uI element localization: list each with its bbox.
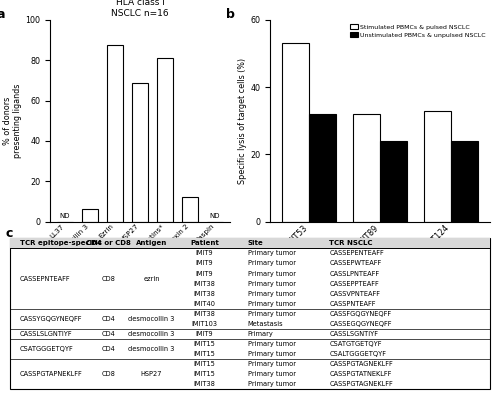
Text: IMIT9: IMIT9 — [196, 261, 213, 267]
Text: HSP27: HSP27 — [141, 371, 163, 377]
Text: Primary: Primary — [248, 331, 274, 337]
Text: CD4: CD4 — [102, 316, 116, 322]
Text: TCR epitope-specific: TCR epitope-specific — [20, 240, 102, 246]
Text: IMIT9: IMIT9 — [196, 331, 213, 337]
Bar — [380, 141, 407, 222]
Text: IMIT15: IMIT15 — [194, 361, 216, 367]
Text: Site: Site — [248, 240, 264, 246]
Text: IMIT38: IMIT38 — [194, 291, 216, 297]
Text: CASSYGQGYNEQFF: CASSYGQGYNEQFF — [20, 316, 82, 322]
Text: Primary tumor: Primary tumor — [248, 261, 296, 267]
Bar — [353, 114, 380, 222]
Bar — [132, 83, 148, 222]
Text: CD4: CD4 — [102, 346, 116, 352]
Text: IMIT38: IMIT38 — [194, 381, 216, 387]
Text: CD8: CD8 — [102, 276, 116, 282]
Text: IMIT103: IMIT103 — [192, 321, 218, 327]
Text: IMIT15: IMIT15 — [194, 371, 216, 377]
Text: Primary tumor: Primary tumor — [248, 341, 296, 347]
Text: CASSPNTEAFF: CASSPNTEAFF — [329, 301, 376, 307]
Text: CASSFGQGYNEQFF: CASSFGQGYNEQFF — [329, 310, 392, 317]
Text: CASSPGTAGNEKLFF: CASSPGTAGNEKLFF — [329, 381, 393, 387]
Text: IMIT15: IMIT15 — [194, 341, 216, 347]
Title: HLA class I
NSCLC n=16: HLA class I NSCLC n=16 — [111, 0, 169, 18]
Text: CASSPGTAGNEKLFF: CASSPGTAGNEKLFF — [329, 361, 393, 367]
Bar — [451, 141, 478, 222]
Text: desmocollin 3: desmocollin 3 — [128, 316, 175, 322]
Text: IMIT38: IMIT38 — [194, 310, 216, 317]
Text: CASSEPWTEAFF: CASSEPWTEAFF — [329, 261, 382, 267]
Text: CASSLSLGNTIYF: CASSLSLGNTIYF — [20, 331, 72, 337]
Text: Primary tumor: Primary tumor — [248, 310, 296, 317]
Text: Primary tumor: Primary tumor — [248, 361, 296, 367]
Text: Metastasis: Metastasis — [248, 321, 283, 327]
Text: Primary tumor: Primary tumor — [248, 280, 296, 287]
Text: IMIT15: IMIT15 — [194, 351, 216, 357]
Bar — [107, 45, 123, 222]
Text: b: b — [226, 8, 235, 21]
Text: desmocollin 3: desmocollin 3 — [128, 331, 175, 337]
Text: IMIT9: IMIT9 — [196, 270, 213, 276]
Text: CSATGTGETQYF: CSATGTGETQYF — [329, 341, 382, 347]
Text: CASSVPNTEAFF: CASSVPNTEAFF — [329, 291, 380, 297]
Text: IMIT40: IMIT40 — [194, 301, 216, 307]
Text: CSALTGGGETQYF: CSALTGGGETQYF — [329, 351, 386, 357]
Legend: Stimulated PBMCs & pulsed NSCLC, Unstimulated PBMCs & unpulsed NSCLC: Stimulated PBMCs & pulsed NSCLC, Unstimu… — [349, 23, 487, 39]
Text: ND: ND — [210, 213, 220, 219]
Text: CASSEGQGYNEQFF: CASSEGQGYNEQFF — [329, 321, 392, 327]
Text: CASSLSGNTIYF: CASSLSGNTIYF — [329, 331, 378, 337]
Text: ND: ND — [60, 213, 70, 219]
Text: CASSLPNTEAFF: CASSLPNTEAFF — [329, 270, 380, 276]
Text: CD8: CD8 — [102, 371, 116, 377]
Text: ezrin: ezrin — [144, 276, 160, 282]
Text: Primary tumor: Primary tumor — [248, 371, 296, 377]
Bar — [157, 58, 173, 222]
Y-axis label: Specific lysis of target cells (%): Specific lysis of target cells (%) — [238, 58, 248, 184]
Text: CASSEPENTEAFF: CASSEPENTEAFF — [329, 250, 384, 257]
Text: CSATGGGETQYF: CSATGGGETQYF — [20, 346, 74, 352]
Text: a: a — [0, 8, 4, 21]
Text: CD4 or CD8: CD4 or CD8 — [86, 240, 131, 246]
Text: Primary tumor: Primary tumor — [248, 250, 296, 257]
Text: IMIT9: IMIT9 — [196, 250, 213, 257]
Text: Primary tumor: Primary tumor — [248, 381, 296, 387]
Text: CASSPGTATNEKLFF: CASSPGTATNEKLFF — [329, 371, 392, 377]
Text: Primary tumor: Primary tumor — [248, 291, 296, 297]
Y-axis label: % of donors
presenting ligands: % of donors presenting ligands — [3, 84, 22, 158]
Text: desmocollin 3: desmocollin 3 — [128, 346, 175, 352]
Text: CD4: CD4 — [102, 331, 116, 337]
Text: c: c — [5, 227, 12, 240]
Text: CASSEPNTEAFF: CASSEPNTEAFF — [20, 276, 70, 282]
Text: CASSEPPTEAFF: CASSEPPTEAFF — [329, 280, 379, 287]
Text: Primary tumor: Primary tumor — [248, 301, 296, 307]
Bar — [10, 238, 490, 248]
Text: Primary tumor: Primary tumor — [248, 351, 296, 357]
Bar — [309, 114, 336, 222]
Text: Patient: Patient — [190, 240, 219, 246]
Bar — [82, 209, 98, 222]
Text: Antigen: Antigen — [136, 240, 167, 246]
Bar — [424, 110, 451, 222]
Text: TCR NSCLC: TCR NSCLC — [329, 240, 372, 246]
Text: IMIT38: IMIT38 — [194, 280, 216, 287]
Bar — [282, 43, 309, 222]
Text: Primary tumor: Primary tumor — [248, 270, 296, 276]
Text: CASSPGTAPNEKLFF: CASSPGTAPNEKLFF — [20, 371, 82, 377]
Bar — [182, 196, 198, 222]
